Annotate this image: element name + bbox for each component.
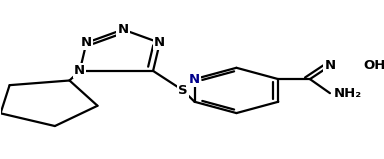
Text: S: S <box>178 84 188 97</box>
Text: N: N <box>154 36 165 49</box>
Text: OH: OH <box>363 59 384 72</box>
Text: N: N <box>118 23 129 36</box>
Text: N: N <box>189 73 200 86</box>
Text: NH₂: NH₂ <box>333 87 361 100</box>
Text: N: N <box>324 59 336 72</box>
Text: N: N <box>81 36 92 49</box>
Text: N: N <box>74 64 85 77</box>
